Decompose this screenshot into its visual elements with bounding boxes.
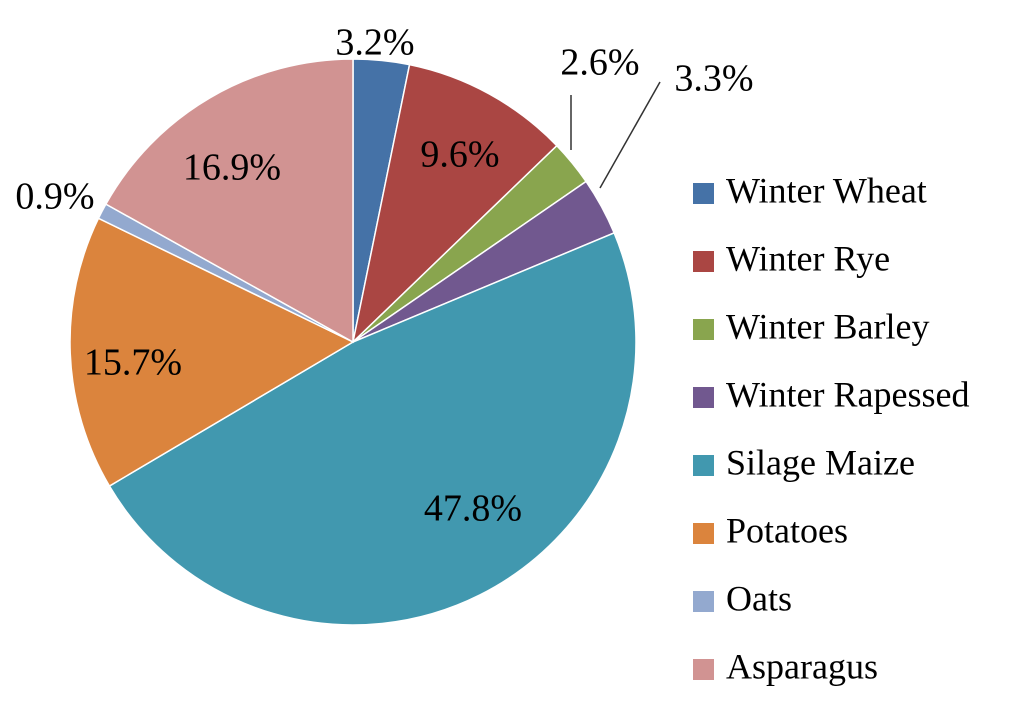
legend-label-winter-wheat: Winter Wheat: [726, 170, 927, 210]
legend-swatch-winter-rye: [693, 251, 714, 272]
data-label-asparagus: 16.9%: [183, 147, 281, 189]
data-label-winter-barley: 2.6%: [560, 42, 639, 84]
data-label-winter-wheat: 3.2%: [335, 22, 414, 64]
legend-label-oats: Oats: [726, 578, 792, 618]
leader-line-winter-rapessed: [599, 81, 661, 189]
pie-slices: [69, 58, 637, 626]
legend-swatch-potatoes: [693, 523, 714, 544]
legend-label-winter-rye: Winter Rye: [726, 238, 890, 278]
data-label-silage-maize: 47.8%: [424, 488, 522, 530]
slice-asparagus: [104, 58, 354, 344]
legend: Winter Wheat Winter Rye Winter Barley Winte…: [693, 170, 969, 686]
data-label-winter-rapessed: 3.3%: [674, 58, 753, 100]
slice-potatoes: [69, 217, 355, 488]
slice-silage-maize: [108, 231, 637, 626]
legend-swatch-silage-maize: [693, 455, 714, 476]
data-label-winter-rye: 9.6%: [420, 134, 499, 176]
leader-lines: [570, 81, 661, 189]
legend-swatch-asparagus: [693, 659, 714, 680]
legend-swatch-oats: [693, 591, 714, 612]
legend-label-winter-barley: Winter Barley: [726, 306, 929, 346]
data-label-oats: 0.9%: [15, 176, 94, 218]
legend-label-potatoes: Potatoes: [726, 510, 848, 550]
slice-winter-rye: [351, 63, 558, 345]
legend-swatch-winter-rapessed: [693, 387, 714, 408]
legend-swatch-winter-barley: [693, 319, 714, 340]
data-label-potatoes: 15.7%: [84, 342, 182, 384]
data-labels: 3.2% 9.6% 2.6% 3.3% 47.8% 15.7% 0.9% 16.9%: [15, 22, 753, 530]
legend-label-asparagus: Asparagus: [726, 646, 878, 686]
legend-label-silage-maize: Silage Maize: [726, 442, 915, 482]
legend-label-winter-rapessed: Winter Rapessed: [726, 374, 969, 414]
legend-swatch-winter-wheat: [693, 183, 714, 204]
